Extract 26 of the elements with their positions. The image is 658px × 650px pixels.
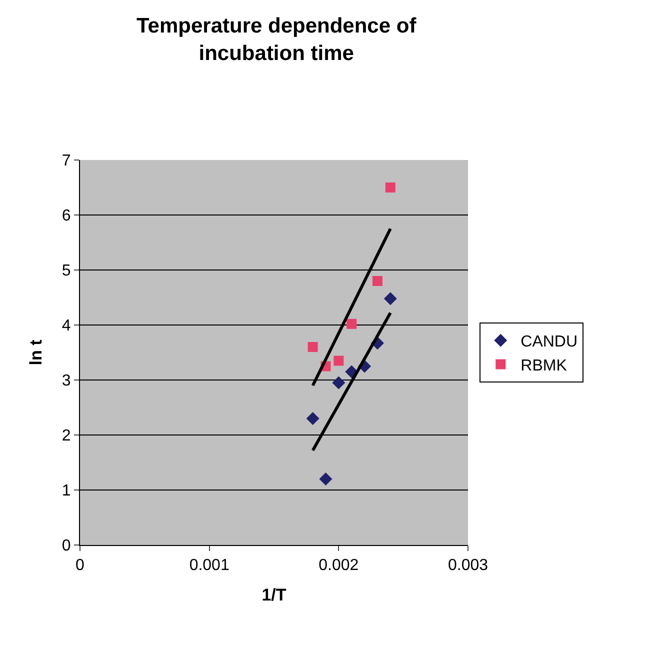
point <box>346 318 357 329</box>
point <box>306 412 320 425</box>
x-tick-label: 0.003 <box>448 557 488 574</box>
y-axis-title: ln t <box>26 339 46 366</box>
point <box>308 342 318 352</box>
x-tick-label: 0.002 <box>318 557 359 574</box>
y-tick-label: 3 <box>62 372 71 390</box>
x-tick-label: 0 <box>76 557 85 574</box>
point <box>384 292 397 306</box>
y-tick-label: 5 <box>62 262 71 280</box>
y-tick-label: 0 <box>62 538 71 555</box>
point <box>372 276 382 286</box>
point <box>334 356 344 366</box>
y-tick-label: 1 <box>62 482 71 500</box>
chart-title: Temperature dependence of incubation time <box>136 14 418 65</box>
legend-label: RBMK <box>520 357 568 374</box>
y-tick-label: 4 <box>62 318 71 335</box>
x-tick-label: 0.001 <box>189 557 230 574</box>
point <box>385 182 396 192</box>
point <box>332 376 346 390</box>
legend-label: CANDU <box>520 334 578 351</box>
point <box>319 472 332 486</box>
y-tick-label: 6 <box>62 208 71 225</box>
y-tick-label: 7 <box>62 152 71 170</box>
y-tick-label: 2 <box>62 428 71 445</box>
x-axis-title: 1/T <box>262 586 287 605</box>
